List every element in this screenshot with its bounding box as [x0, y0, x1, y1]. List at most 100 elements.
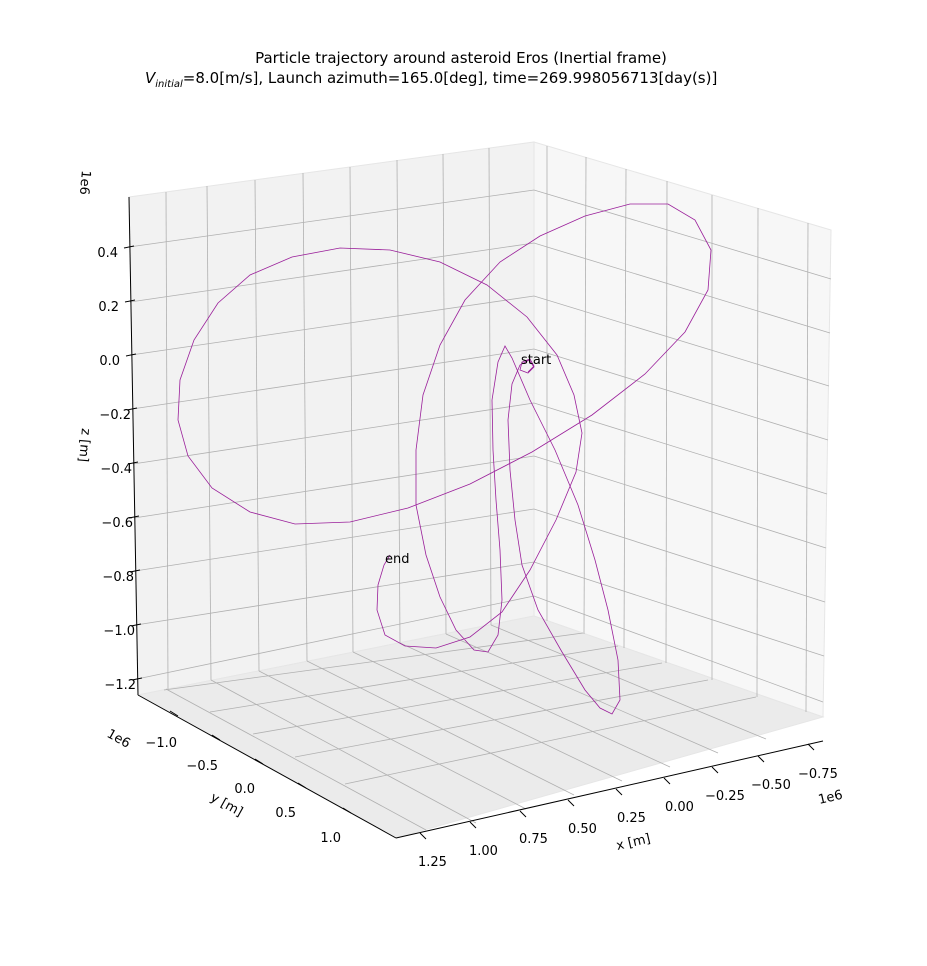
- grid-floor-y: [258, 670, 527, 810]
- axes-panes: [128, 141, 832, 839]
- x-ticks: −0.75 −0.50 −0.25 0.00 0.25 0.50 0.75 1.…: [418, 743, 838, 870]
- grid-floor-x: [294, 679, 709, 758]
- x-tick-mark: [519, 810, 527, 818]
- title-params: =8.0[m/s], Launch azimuth=165.0[deg], ti…: [183, 69, 718, 87]
- right-back-pane: [533, 141, 832, 718]
- z-axis-label: z [m]: [75, 428, 93, 463]
- grid-floor-y: [306, 660, 575, 796]
- x-offset-label: 1e6: [817, 788, 844, 808]
- z-tick-label: −0.2: [99, 408, 131, 423]
- grid-floor-y: [445, 633, 719, 754]
- y-tick-label: 0.5: [275, 806, 296, 821]
- grid-y-vertical: [206, 185, 212, 681]
- grid-z-left: [128, 189, 832, 280]
- grid-floor-y: [165, 688, 427, 831]
- grid-floor-y: [210, 679, 477, 824]
- z-tick-mark: [131, 677, 143, 681]
- grid-floor-y: [352, 651, 623, 782]
- z-tick-label: −1.2: [104, 678, 136, 693]
- grid-z-left: [133, 455, 827, 549]
- grid-y-vertical: [302, 172, 308, 662]
- gridlines: [128, 146, 832, 831]
- y-tick-mark: [169, 710, 179, 717]
- grid-z-left: [134, 508, 826, 603]
- chart-title-line1: Particle trajectory around asteroid Eros…: [255, 49, 667, 67]
- z-tick-mark: [125, 353, 137, 357]
- z-offset-label: 1e6: [76, 170, 93, 196]
- z-tick-mark: [129, 569, 141, 573]
- x-axis-line: [395, 740, 824, 839]
- z-ticks: 0.4 0.2 0.0 −0.2 −0.4 −0.6 −0.8 −1.0 −1.…: [97, 245, 143, 693]
- x-tick-label: −0.25: [705, 789, 745, 804]
- grid-floor-y: [399, 642, 671, 768]
- grid-y-vertical: [488, 147, 492, 626]
- title-v-subscript: initial: [155, 79, 183, 90]
- x-tick-mark: [663, 777, 671, 785]
- grid-z-left: [136, 595, 824, 703]
- trajectory-line: [177, 203, 712, 715]
- x-tick-mark: [711, 766, 719, 774]
- z-tick-label: −1.0: [103, 624, 135, 639]
- grid-x-vertical: [665, 180, 668, 664]
- y-tick-mark: [211, 734, 221, 741]
- x-tick-label: 0.00: [665, 800, 694, 815]
- x-axis-label: x [m]: [615, 831, 652, 853]
- grid-floor-x: [252, 662, 663, 735]
- y-tick-label: −0.5: [186, 759, 218, 774]
- z-tick-label: 0.2: [98, 300, 119, 315]
- y-tick-mark: [254, 758, 264, 765]
- grid-y-vertical: [165, 191, 169, 690]
- y-offset-label: 1e6: [104, 727, 133, 752]
- x-tick-label: −0.50: [751, 778, 791, 793]
- start-annotation: start: [521, 353, 551, 368]
- grid-x-vertical: [583, 156, 587, 635]
- end-annotation: end: [385, 552, 410, 567]
- y-tick-label: −1.0: [145, 736, 177, 751]
- grid-z-left: [129, 242, 831, 334]
- x-tick-mark: [757, 755, 765, 763]
- z-tick-mark: [128, 515, 140, 519]
- z-axis-line: [128, 196, 139, 696]
- grid-z-left: [131, 348, 829, 441]
- x-tick-mark: [615, 788, 623, 796]
- z-tick-label: −0.6: [101, 516, 133, 531]
- x-tick-mark: [419, 832, 427, 840]
- y-axis-line: [137, 694, 397, 839]
- x-tick-label: 1.25: [418, 855, 447, 870]
- grid-y-vertical: [349, 166, 354, 653]
- y-tick-label: 0.0: [234, 782, 255, 797]
- grid-z-left: [130, 295, 830, 387]
- y-tick-mark: [297, 782, 307, 789]
- x-tick-label: 1.00: [469, 844, 498, 859]
- y-tick-label: 1.0: [320, 831, 341, 846]
- left-back-pane: [128, 141, 535, 696]
- grid-floor-y: [490, 624, 767, 740]
- y-tick-mark: [342, 807, 352, 814]
- z-tick-label: −0.4: [100, 462, 132, 477]
- z-tick-mark: [124, 299, 136, 303]
- grid-x-vertical: [623, 168, 627, 649]
- x-tick-label: 0.25: [617, 811, 646, 826]
- z-tick-mark: [127, 461, 139, 465]
- y-ticks: −1.0 −0.5 0.0 0.5 1.0: [145, 710, 352, 846]
- x-tick-label: 0.50: [568, 822, 597, 837]
- z-tick-mark: [123, 245, 135, 249]
- title-v-symbol: V: [145, 69, 157, 87]
- x-tick-mark: [807, 743, 815, 751]
- grid-floor-x: [344, 696, 757, 785]
- x-tick-label: −0.75: [798, 767, 838, 782]
- x-tick-mark: [469, 821, 477, 829]
- x-tick-label: 0.75: [519, 832, 548, 847]
- z-tick-mark: [130, 623, 142, 627]
- grid-z-left: [132, 402, 828, 495]
- grid-x-vertical: [756, 207, 759, 698]
- grid-x-vertical: [805, 222, 809, 713]
- grid-y-vertical: [396, 159, 401, 644]
- z-tick-label: 0.4: [97, 246, 118, 261]
- z-tick-label: 0.0: [99, 354, 120, 369]
- z-tick-mark: [126, 407, 138, 411]
- grid-y-vertical: [442, 153, 447, 635]
- grid-floor-x: [209, 645, 619, 713]
- grid-y-vertical: [254, 179, 260, 672]
